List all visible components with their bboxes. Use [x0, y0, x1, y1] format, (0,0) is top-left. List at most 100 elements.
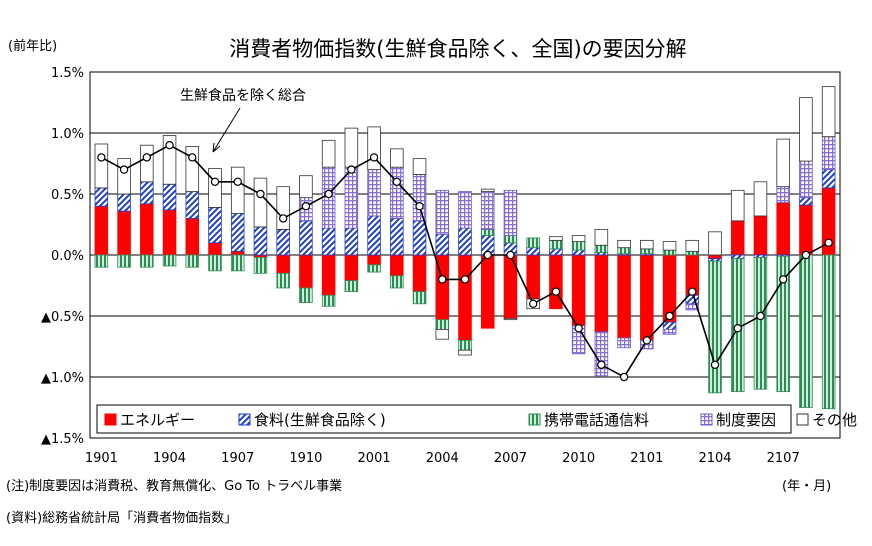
total-point — [824, 238, 833, 247]
total-point — [733, 324, 742, 333]
bar-segment — [412, 220, 427, 256]
total-point — [188, 153, 197, 162]
bar-segment — [412, 174, 427, 222]
bar-segment — [390, 254, 404, 277]
bar-segment — [685, 239, 700, 252]
bar-segment — [708, 231, 722, 256]
bar-segment — [549, 254, 563, 310]
bar-segment — [390, 148, 404, 168]
total-point — [324, 189, 333, 199]
bar-segment — [776, 202, 790, 256]
bar-segment — [94, 254, 109, 268]
total-point — [165, 140, 174, 150]
x-tick-label: 1907 — [221, 451, 254, 466]
bar-segment — [617, 247, 631, 255]
bar-segment — [799, 197, 813, 206]
legend-swatch — [528, 413, 541, 426]
legend-label: 携帯電話通信料 — [544, 411, 649, 429]
y-tick-label: 0.5% — [51, 188, 84, 203]
bar-segment — [367, 169, 381, 217]
bar-segment — [435, 233, 450, 256]
bar-segment — [799, 97, 813, 162]
bar-segment — [162, 254, 177, 267]
bar-segment — [662, 241, 677, 251]
plot-area: 1.5% 1.0% 0.5% 0.0% ▲0.5% ▲1.0% ▲1.5%1901 1904 1… — [41, 66, 857, 466]
bar-segment — [276, 186, 290, 230]
x-tick-label: 2010 — [562, 451, 595, 466]
bar-segment — [776, 138, 790, 188]
bar-segment — [230, 250, 245, 256]
bar-segment — [594, 244, 609, 253]
bar-segment — [458, 339, 472, 351]
bar-segment — [344, 254, 359, 282]
bar-segment — [526, 237, 540, 249]
bar-segment — [480, 228, 495, 236]
bar-segment — [685, 250, 700, 256]
bar-segment — [276, 254, 290, 274]
bar-segment — [276, 228, 290, 256]
bar-segment — [321, 294, 336, 307]
bar-segment — [730, 254, 745, 260]
total-point — [392, 177, 402, 186]
bar-segment — [708, 260, 722, 394]
bar-segment — [799, 254, 813, 408]
bar-segment — [571, 241, 586, 251]
bar-segment — [253, 257, 268, 274]
total-point — [210, 177, 220, 186]
x-tick-label: 2104 — [698, 451, 731, 466]
bar-segment — [185, 191, 200, 219]
legend-swatch — [104, 413, 117, 426]
x-unit-label: (年・月) — [782, 479, 831, 494]
bar-segment — [162, 209, 177, 256]
y-tick-label: ▲1.5% — [41, 432, 84, 447]
bar-segment — [549, 239, 563, 250]
annotation-label: 生鮮食品を除く総合 — [180, 87, 306, 104]
total-point — [119, 165, 129, 174]
legend-label: 食料(生鮮食品除く) — [254, 411, 386, 429]
bar-segment — [140, 181, 154, 205]
bar-segment — [94, 143, 109, 189]
bar-segment — [503, 318, 518, 321]
bar-segment — [435, 319, 450, 330]
bar-segment — [208, 167, 222, 208]
bar-segment — [344, 227, 359, 256]
total-point — [619, 372, 629, 382]
total-point — [710, 360, 720, 369]
total-point — [369, 153, 379, 162]
bar-segment — [549, 236, 563, 241]
y-tick-label: ▲1.0% — [41, 371, 84, 386]
bar-segment — [730, 189, 745, 222]
bar-segment — [640, 248, 654, 255]
y-unit-label: (前年比) — [8, 38, 57, 54]
y-tick-label: 1.0% — [51, 127, 84, 142]
total-point — [756, 311, 765, 321]
bar-segment — [458, 254, 472, 341]
annotation-arrow — [212, 107, 241, 153]
bar-segment — [662, 249, 677, 256]
total-point — [688, 287, 697, 296]
bar-segment — [299, 175, 313, 199]
bar-segment — [662, 329, 677, 335]
bar-segment — [503, 235, 518, 244]
total-point — [483, 250, 492, 260]
total-point — [278, 214, 288, 223]
x-tick-label: 1904 — [153, 451, 186, 466]
legend-swatch — [700, 413, 713, 426]
bar-segment — [594, 228, 609, 246]
bar-segment — [480, 254, 495, 329]
bar-segment — [390, 217, 404, 256]
bar-segment — [208, 242, 222, 256]
bar-segment — [435, 189, 450, 235]
bar-segment — [185, 254, 200, 268]
bar-segment — [799, 204, 813, 256]
bar-segment — [617, 337, 631, 349]
total-point — [415, 201, 424, 211]
total-point — [574, 324, 583, 333]
total-point — [528, 299, 538, 308]
total-point — [301, 201, 311, 211]
bar-segment — [594, 254, 609, 333]
bar-segment — [94, 187, 109, 207]
bar-segment — [821, 136, 836, 171]
legend-swatch — [238, 413, 251, 426]
